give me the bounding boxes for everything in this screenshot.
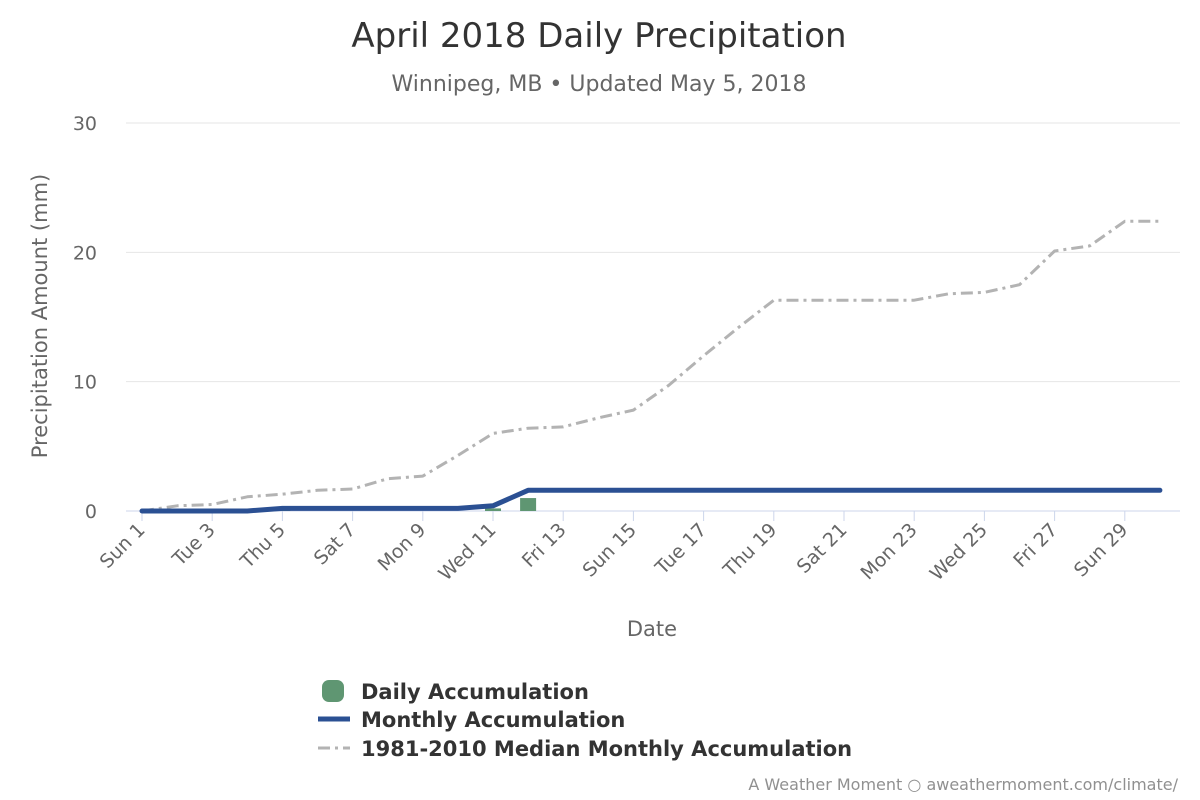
y-tick-label: 0 [85,501,97,523]
legend-label: Monthly Accumulation [361,708,625,732]
x-axis-title: Date [627,617,677,641]
monthly-accumulation-line [139,487,1163,514]
x-tick-label: Sat 21 [793,519,852,578]
y-gridlines [126,122,1180,383]
y-axis-title: Precipitation Amount (mm) [28,174,52,458]
x-tick-label: Sun 29 [1070,519,1132,581]
series-lines [139,219,1163,514]
x-tick-label: Tue 3 [168,519,220,571]
median-accumulation-line [141,219,1160,513]
y-tick-label: 30 [73,113,97,135]
chart-subtitle: Winnipeg, MB • Updated May 5, 2018 [392,72,807,97]
legend-label: Daily Accumulation [361,680,589,704]
x-tick-labels: Sun 1 Tue 3 Thu 5 Sat 7 Mon 9 Wed 11 Fri 13 Sun… [96,511,1132,585]
x-tick-label: Fri 13 [518,519,571,572]
x-tick-label: Tue 17 [651,519,712,580]
x-tick-label: Sun 1 [96,519,150,573]
legend-symbol-daily [322,680,344,702]
x-tick-label: Sat 7 [310,519,360,569]
x-tick-label: Fri 27 [1009,519,1062,572]
y-tick-labels: 0 10 20 30 [73,113,97,523]
legend-label: 1981-2010 Median Monthly Accumulation [361,737,852,761]
y-tick-label: 20 [73,242,97,264]
chart-credit[interactable]: A Weather Moment ○ aweathermoment.com/cl… [748,775,1178,794]
daily-accumulation-bar [485,508,501,511]
x-tick-label: Wed 11 [434,519,500,585]
y-tick-label: 10 [73,372,97,394]
daily-accumulation-bar [520,498,537,511]
x-tick-label: Thu 19 [718,519,781,582]
x-tick-label: Thu 5 [236,519,290,573]
x-tick-label: Wed 25 [926,519,992,585]
x-tick-label: Mon 23 [856,519,921,584]
chart-legend: Daily Accumulation Monthly Accumulation 19… [318,680,852,761]
x-tick-label: Sun 15 [578,519,640,581]
x-tick-label: Mon 9 [374,519,431,576]
chart-title: April 2018 Daily Precipitation [351,16,846,56]
